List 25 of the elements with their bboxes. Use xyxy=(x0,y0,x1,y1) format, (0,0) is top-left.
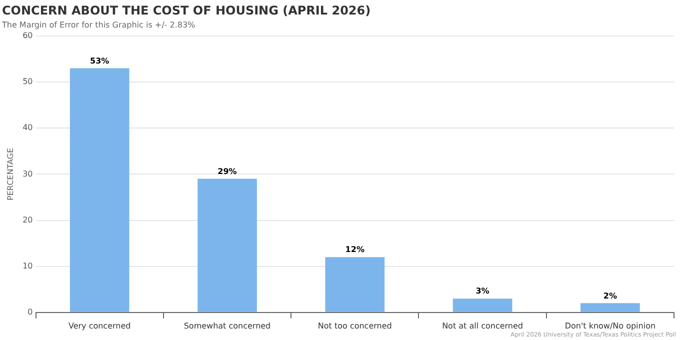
x-tick-label: Don't know/No opinion xyxy=(564,321,656,330)
y-tick-label: 0 xyxy=(28,307,33,316)
y-tick-label: 10 xyxy=(22,261,33,270)
data-label: 29% xyxy=(218,166,237,176)
y-tick-label: 60 xyxy=(22,31,33,40)
bar xyxy=(325,257,385,312)
bar xyxy=(70,68,130,312)
y-tick-label: 50 xyxy=(22,77,33,86)
y-tick-label: 30 xyxy=(22,169,33,178)
x-tick-label: Not too concerned xyxy=(318,321,392,330)
x-tick-label: Very concerned xyxy=(68,321,131,330)
x-tick-label: Somewhat concerned xyxy=(184,321,271,330)
data-label: 12% xyxy=(345,245,364,254)
x-tick-label: Not at all concerned xyxy=(442,321,524,330)
data-label: 53% xyxy=(90,56,110,66)
chart-subtitle: The Margin of Error for this Graphic is +/- 2.83% xyxy=(1,20,196,30)
bar xyxy=(580,303,640,312)
data-label: 3% xyxy=(476,286,490,296)
data-label: 2% xyxy=(603,291,617,300)
y-tick-label: 20 xyxy=(22,215,33,224)
y-tick-label: 40 xyxy=(22,123,33,132)
bar xyxy=(198,178,257,312)
chart-title: CONCERN ABOUT THE COST OF HOUSING (APRIL 2026) xyxy=(2,3,371,18)
y-axis-title: PERCENTAGE xyxy=(6,148,15,200)
bar xyxy=(452,298,512,312)
